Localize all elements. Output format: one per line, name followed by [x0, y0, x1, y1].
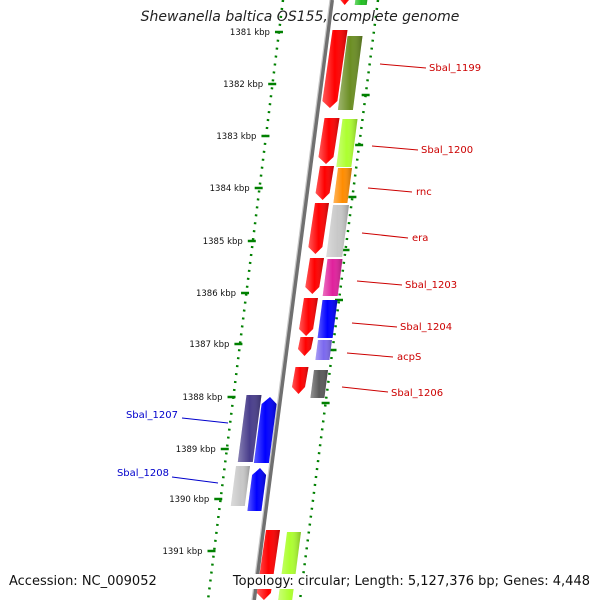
- gene-box-sbal-1206: [310, 370, 328, 398]
- gene-label-sbal-1207: Sbal_1207: [126, 410, 178, 421]
- gene-arrow-sbal-1208: [247, 468, 267, 511]
- gene-arrow-red: [340, 0, 349, 5]
- leader-line: [379, 63, 427, 69]
- kbp-tick-label: 1381 kbp: [230, 28, 270, 38]
- left-dotted-ruler: [206, 0, 285, 600]
- tick-group: 1381 kbp 1382 kbp 1383 kbp 1384 kbp 1385 kbp…: [162, 28, 370, 557]
- gene-label-sbal-1203: Sbal_1203: [405, 280, 457, 291]
- gene-box-sbal-1208: [230, 466, 250, 506]
- leader-line: [181, 417, 229, 424]
- gene-arrow-red: [308, 203, 329, 254]
- gene-arrow-red: [292, 367, 309, 394]
- kbp-tick-label: 1384 kbp: [210, 184, 250, 194]
- gene-label-rnc: rnc: [416, 187, 432, 198]
- map-title: Shewanella baltica OS155, complete genom…: [140, 9, 460, 25]
- kbp-tick-label: 1385 kbp: [203, 237, 243, 247]
- gene-box-sbal-1199: [337, 36, 363, 110]
- gene-arrow-red: [322, 30, 348, 108]
- right-dotted-ruler: [298, 0, 380, 600]
- gene-track: [230, 0, 368, 600]
- backbone: [251, 0, 334, 600]
- gene-box-sbal-1204: [317, 300, 338, 338]
- gene-arrow-red: [299, 298, 318, 336]
- gene-label-era: era: [412, 233, 428, 244]
- gene-box-acps: [315, 340, 332, 360]
- gene-box-era: [326, 205, 349, 257]
- topology-text: Topology: circular; Length: 5,127,376 bp…: [230, 574, 592, 589]
- gene-arrow-red: [318, 118, 340, 164]
- kbp-tick-label: 1390 kbp: [169, 495, 209, 505]
- leader-line: [367, 187, 413, 193]
- leader-line: [356, 280, 403, 286]
- gene-label-sbal-1199: Sbal_1199: [429, 63, 481, 74]
- gene-arrow-sbal-1207: [253, 397, 277, 463]
- gene-label-sbal-1206: Sbal_1206: [391, 388, 443, 399]
- gene-label-sbal-1204: Sbal_1204: [400, 322, 452, 333]
- gene-label-sbal-1200: Sbal_1200: [421, 145, 473, 156]
- gene-box-sbal-1200: [336, 119, 358, 167]
- gene-arrow-red: [305, 258, 324, 294]
- leader-line: [341, 386, 389, 393]
- gene-box-rnc: [333, 168, 352, 203]
- leader-line: [346, 352, 394, 358]
- gene-arrow-red: [315, 166, 334, 200]
- kbp-tick-label: 1382 kbp: [223, 80, 263, 90]
- gene-box-green: [354, 0, 368, 5]
- gene-arrow-red: [298, 337, 314, 356]
- kbp-tick-label: 1387 kbp: [189, 340, 229, 350]
- kbp-tick-label: 1388 kbp: [182, 393, 222, 403]
- gene-box-lime: [278, 532, 301, 600]
- gene-box-sbal-1203: [322, 259, 343, 296]
- kbp-tick-label: 1391 kbp: [162, 547, 202, 557]
- accession-text: Accession: NC_009052: [7, 574, 159, 589]
- leader-line: [371, 145, 419, 151]
- kbp-tick-label: 1383 kbp: [216, 132, 256, 142]
- kbp-tick-label: 1389 kbp: [176, 445, 216, 455]
- label-leaders: [171, 63, 427, 484]
- gene-label-sbal-1208: Sbal_1208: [117, 468, 169, 479]
- kbp-tick-label: 1386 kbp: [196, 289, 236, 299]
- gene-label-acps: acpS: [397, 352, 421, 363]
- leader-line: [171, 476, 219, 484]
- leader-line: [361, 232, 409, 239]
- gene-box-sbal-1207: [237, 395, 262, 462]
- leader-line: [351, 322, 398, 328]
